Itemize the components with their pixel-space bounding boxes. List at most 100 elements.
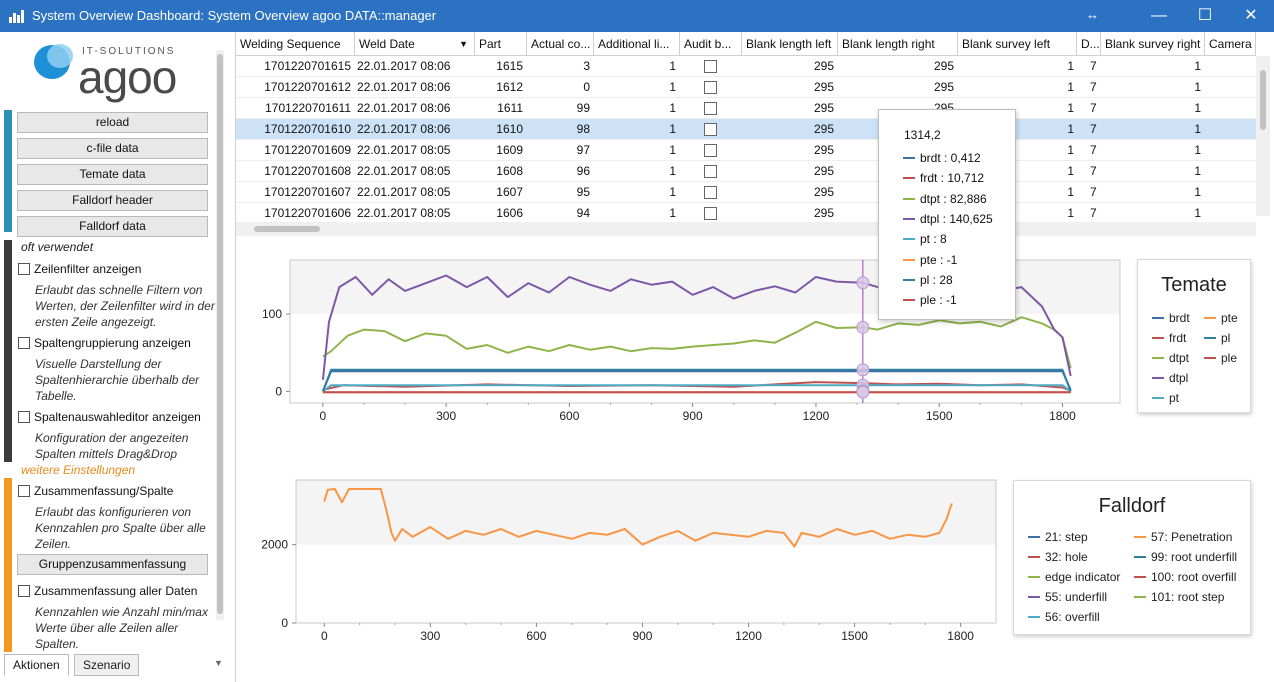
tooltip-label: dtpl : 140,625 xyxy=(920,211,993,226)
legend-item[interactable]: brdt xyxy=(1152,311,1190,325)
chart-tooltip: 1314,2 brdt : 0,412 frdt : 10,712 dtpt : 8… xyxy=(878,109,1016,320)
legend-item[interactable]: 99: root underfill xyxy=(1134,550,1237,564)
accent-bar-common xyxy=(4,240,12,462)
sort-desc-icon[interactable]: ▼ xyxy=(459,39,468,49)
legend-label: brdt xyxy=(1169,311,1190,325)
column-header[interactable]: D... xyxy=(1077,32,1101,56)
scroll-thumb[interactable] xyxy=(217,54,223,614)
audit-checkbox[interactable] xyxy=(704,123,717,136)
grid-vertical-scrollbar[interactable] xyxy=(1256,56,1270,216)
resize-icon[interactable]: ↔ xyxy=(1086,7,1099,22)
table-cell-date: 22.01.2017 08:05 xyxy=(357,143,451,157)
option-total-summary[interactable]: Zusammenfassung aller Daten xyxy=(18,584,197,598)
legend-item[interactable]: 100: root overfill xyxy=(1134,570,1236,584)
tooltip-label: pt : 8 xyxy=(920,232,947,247)
option-column-chooser[interactable]: Spaltenauswahleditor anzeigen xyxy=(18,410,201,424)
checkbox[interactable] xyxy=(18,411,30,423)
table-row[interactable]: 1701220701607 22.01.2017 08:05 1607 95 1 295 1… xyxy=(236,182,1256,203)
column-header[interactable]: Welding Sequence xyxy=(236,32,355,56)
column-header[interactable]: Blank length left xyxy=(742,32,838,56)
legend-item[interactable]: dtpl xyxy=(1152,371,1188,385)
column-header[interactable]: Blank length right xyxy=(838,32,958,56)
table-cell-bsl: 1 xyxy=(1067,143,1074,157)
legend-item[interactable]: 55: underfill xyxy=(1028,590,1107,604)
legend-item[interactable]: 56: overfill xyxy=(1028,610,1100,624)
column-header[interactable]: Part xyxy=(475,32,527,56)
table-cell-part: 1609 xyxy=(496,143,523,157)
checkbox[interactable] xyxy=(18,585,30,597)
legend-swatch xyxy=(1152,377,1164,379)
minimize-button[interactable]: — xyxy=(1151,7,1167,24)
column-header[interactable]: Actual co... xyxy=(527,32,594,56)
table-row[interactable]: 1701220701609 22.01.2017 08:05 1609 97 1 295 1… xyxy=(236,140,1256,161)
checkbox[interactable] xyxy=(18,263,30,275)
legend-label: 101: root step xyxy=(1151,590,1225,604)
audit-checkbox[interactable] xyxy=(704,186,717,199)
table-row[interactable]: 1701220701611 22.01.2017 08:06 1611 99 1 295 2… xyxy=(236,98,1256,119)
option-column-summary[interactable]: Zusammenfassung/Spalte xyxy=(18,484,173,498)
tooltip-swatch xyxy=(903,197,915,200)
table-row[interactable]: 1701220701610 22.01.2017 08:06 1610 98 1 295 1… xyxy=(236,119,1256,140)
column-header[interactable]: Blank survey left xyxy=(958,32,1077,56)
table-cell-bll: 295 xyxy=(813,122,834,136)
table-cell-date: 22.01.2017 08:06 xyxy=(357,80,451,94)
group-summary-button[interactable]: Gruppenzusammenfassung xyxy=(17,554,208,575)
sidebar-scrollbar[interactable] xyxy=(216,50,224,620)
option-column-grouping[interactable]: Spaltengruppierung anzeigen xyxy=(18,336,191,350)
option-row-filter[interactable]: Zeilenfilter anzeigen xyxy=(18,262,141,276)
legend-item[interactable]: pt xyxy=(1152,391,1179,405)
legend-item[interactable]: 57: Penetration xyxy=(1134,530,1232,544)
column-header[interactable]: Additional li... xyxy=(594,32,680,56)
c-file-data-button[interactable]: c-file data xyxy=(17,138,208,159)
table-cell-part: 1612 xyxy=(496,80,523,94)
legend-swatch xyxy=(1152,317,1164,319)
legend-item[interactable]: 101: root step xyxy=(1134,590,1224,604)
column-header-weld-date[interactable]: Weld Date ▼ xyxy=(355,32,475,56)
scroll-thumb[interactable] xyxy=(1260,70,1266,130)
column-header[interactable]: Camera xyxy=(1205,32,1256,56)
reload-button[interactable]: reload xyxy=(17,112,208,133)
falldorf-chart[interactable]: 0 300 600 900 1200 1500 1800 0 2000 xyxy=(236,472,1006,652)
legend-item[interactable]: 32: hole xyxy=(1028,550,1088,564)
plot-band xyxy=(296,480,996,545)
table-row[interactable]: 1701220701606 22.01.2017 08:05 1606 94 1 295 1… xyxy=(236,203,1256,224)
x-tick-label: 1800 xyxy=(1049,409,1076,423)
legend-item[interactable]: dtpt xyxy=(1152,351,1189,365)
table-row[interactable]: 1701220701615 22.01.2017 08:06 1615 3 1 295 29… xyxy=(236,56,1256,77)
column-header[interactable]: Blank survey right xyxy=(1101,32,1205,56)
scroll-thumb[interactable] xyxy=(254,226,320,232)
audit-checkbox[interactable] xyxy=(704,207,717,220)
tab-szenario[interactable]: Szenario xyxy=(74,654,140,676)
legend-item[interactable]: edge indicator xyxy=(1028,570,1120,584)
option-label: Zusammenfassung aller Daten xyxy=(34,584,198,598)
checkbox[interactable] xyxy=(18,337,30,349)
legend-swatch xyxy=(1204,337,1216,339)
temate-data-button[interactable]: Temate data xyxy=(17,164,208,185)
audit-checkbox[interactable] xyxy=(704,60,717,73)
audit-checkbox[interactable] xyxy=(704,81,717,94)
checkbox[interactable] xyxy=(18,485,30,497)
falldorf-data-button[interactable]: Falldorf data xyxy=(17,216,208,237)
audit-checkbox[interactable] xyxy=(704,165,717,178)
legend-item[interactable]: ple xyxy=(1204,351,1237,365)
legend-item[interactable]: frdt xyxy=(1152,331,1186,345)
table-cell-part: 1606 xyxy=(496,206,523,220)
audit-checkbox[interactable] xyxy=(704,144,717,157)
falldorf-header-button[interactable]: Falldorf header xyxy=(17,190,208,211)
table-cell-bsr: 1 xyxy=(1194,185,1201,199)
legend-item[interactable]: 21: step xyxy=(1028,530,1088,544)
table-cell-blr: 295 xyxy=(933,59,954,73)
temate-chart[interactable]: 0 300 600 900 1200 1500 1800 0 100 xyxy=(236,250,1126,430)
grid-horizontal-scrollbar[interactable] xyxy=(236,222,1256,236)
tabs-dropdown-icon[interactable]: ▼ xyxy=(214,658,223,668)
maximize-button[interactable]: ☐ xyxy=(1197,7,1213,24)
column-header[interactable]: Audit b... xyxy=(680,32,742,56)
legend-item[interactable]: pte xyxy=(1204,311,1238,325)
legend-item[interactable]: pl xyxy=(1204,331,1230,345)
table-row[interactable]: 1701220701612 22.01.2017 08:06 1612 0 1 295 29… xyxy=(236,77,1256,98)
legend-title: Temate xyxy=(1161,274,1227,296)
tab-aktionen[interactable]: Aktionen xyxy=(4,654,69,676)
table-row[interactable]: 1701220701608 22.01.2017 08:05 1608 96 1 295 1… xyxy=(236,161,1256,182)
audit-checkbox[interactable] xyxy=(704,102,717,115)
close-button[interactable]: ✕ xyxy=(1244,7,1258,24)
